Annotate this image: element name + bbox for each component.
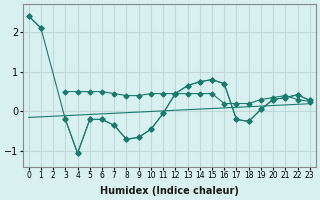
X-axis label: Humidex (Indice chaleur): Humidex (Indice chaleur)	[100, 186, 239, 196]
